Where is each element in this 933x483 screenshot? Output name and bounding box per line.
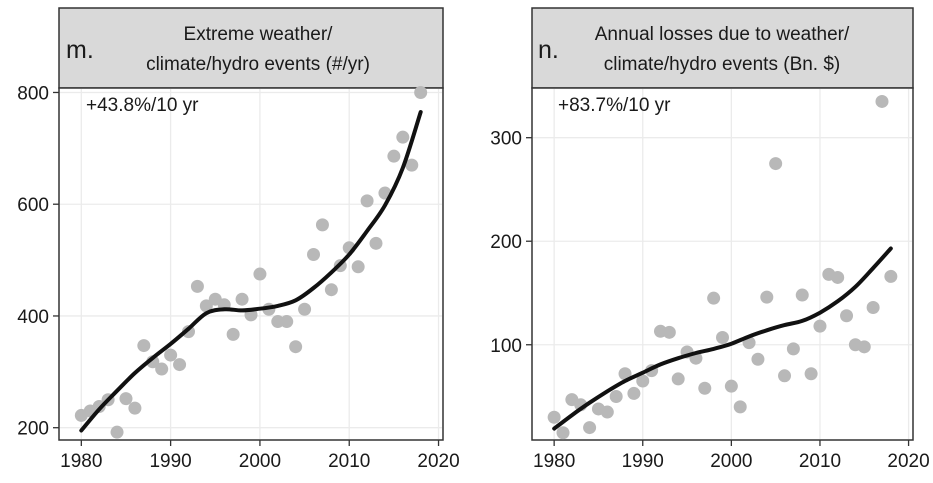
panel-n-point-1988	[618, 367, 632, 381]
panel-m-point-2006	[307, 248, 321, 262]
panel-n-point-2015	[857, 340, 871, 354]
panel-n-point-2005	[769, 157, 783, 171]
panel-n-letter: n.	[538, 36, 559, 64]
panel-n-point-2004	[760, 290, 774, 304]
panel-n-point-2012	[831, 270, 845, 284]
panel-m-point-2002	[271, 315, 285, 329]
panel-n-title-line-2: climate/hydro events (Bn. $)	[604, 54, 841, 75]
panel-n-strip	[531, 7, 914, 89]
panel-m-letter: m.	[66, 36, 94, 64]
panel-n-point-1986	[600, 405, 614, 419]
panel-n-x-tick-label-1980: 1980	[533, 451, 575, 472]
panel-n-point-1984	[583, 421, 597, 435]
panel-m-point-2018	[414, 85, 428, 99]
panel-n-y-tick-label-300: 300	[490, 129, 522, 150]
panel-m-x-tick-label-2010: 2010	[328, 451, 370, 472]
panel-n-point-2017	[875, 94, 889, 108]
panel-n-point-2008	[795, 288, 809, 302]
panel-m-strip	[58, 7, 444, 89]
panel-m-y-tick-label-600: 600	[17, 195, 49, 216]
panel-n-plot-area	[531, 87, 914, 441]
panel-n-point-1993	[662, 325, 676, 339]
panel-m-plot-area	[58, 87, 444, 441]
panel-n-point-2013	[840, 309, 854, 323]
panel-m-point-1997	[226, 327, 240, 341]
panel-n-y-tick-label-100: 100	[490, 336, 522, 357]
panel-n-x-tick-label-2020: 2020	[887, 451, 929, 472]
panel-m-point-1998	[235, 292, 249, 306]
panel-m-point-2013	[369, 236, 383, 250]
panel-n-point-2003	[751, 352, 765, 366]
panel-n-point-2007	[786, 342, 800, 356]
panel-m-x-tick-label-2020: 2020	[417, 451, 459, 472]
panel-n-point-2010	[813, 319, 827, 333]
panel-m-point-2011	[351, 260, 365, 274]
panel-n-point-2009	[804, 367, 818, 381]
panel-m-point-2012	[360, 194, 374, 208]
panel-m-point-1993	[190, 279, 204, 293]
panel-m-point-1991	[173, 358, 187, 372]
panel-m-title-line-2: climate/hydro events (#/yr)	[146, 54, 370, 75]
panel-m-point-2003	[280, 315, 294, 329]
panel-m-point-2000	[253, 267, 267, 281]
panel-n-y-tick-label-200: 200	[490, 232, 522, 253]
panel-n-point-2001	[733, 400, 747, 414]
panel-n-trend-line	[552, 246, 893, 431]
panel-m-point-1984	[110, 425, 124, 439]
panel-m-y-tick-label-800: 800	[17, 83, 49, 104]
panel-n-point-1998	[707, 291, 721, 305]
panel-n-point-1989	[627, 386, 641, 400]
panel-m-point-2004	[289, 340, 303, 354]
panel-n-point-2006	[778, 369, 792, 383]
panel-m-x-tick-label-1980: 1980	[60, 451, 102, 472]
panel-m-point-2017	[405, 158, 419, 172]
panel-m: m. Extreme weather/ climate/hydro events…	[17, 7, 460, 472]
panel-m-y-tick-label-400: 400	[17, 307, 49, 328]
panel-m-point-1985	[119, 392, 133, 406]
panel-m-y-tick-label-200: 200	[17, 419, 49, 440]
panel-m-point-2015	[387, 149, 401, 163]
panel-n-point-1997	[698, 381, 712, 395]
panel-m-x-tick-label-2000: 2000	[239, 451, 281, 472]
panel-m-point-1994	[199, 299, 213, 313]
panel-n-point-2000	[724, 379, 738, 393]
panel-m-title-line-1: Extreme weather/	[184, 24, 334, 45]
panel-m-point-1990	[164, 348, 178, 362]
panel-n-point-1999	[716, 331, 729, 345]
panel-n: n. Annual losses due to weather/ climate…	[490, 7, 930, 472]
panel-n-title-line-1: Annual losses due to weather/	[595, 24, 850, 45]
panel-m-point-2008	[324, 283, 338, 297]
panel-m-point-2005	[298, 302, 312, 316]
panel-n-point-2018	[884, 269, 898, 283]
panel-m-point-1987	[137, 339, 151, 353]
panel-m-point-1986	[128, 401, 142, 415]
panel-m-annotation: +43.8%/10 yr	[86, 95, 199, 116]
panel-n-x-tick-label-2000: 2000	[710, 451, 752, 472]
panel-n-x-tick-label-1990: 1990	[622, 451, 664, 472]
panel-m-point-1989	[155, 362, 169, 376]
panel-m-x-tick-label-1990: 1990	[149, 451, 191, 472]
panel-n-point-1990	[636, 374, 650, 388]
panel-n-point-1981	[556, 426, 570, 440]
panel-n-x-tick-label-2010: 2010	[799, 451, 841, 472]
panel-n-point-1980	[547, 410, 561, 424]
panel-n-point-1987	[609, 390, 623, 404]
panel-n-point-2016	[866, 300, 880, 314]
panel-n-annotation: +83.7%/10 yr	[558, 95, 671, 116]
panel-m-trend-line	[79, 110, 423, 433]
panel-m-point-2016	[396, 130, 410, 144]
panel-m-point-2007	[315, 218, 329, 232]
panel-n-point-1994	[671, 372, 685, 386]
